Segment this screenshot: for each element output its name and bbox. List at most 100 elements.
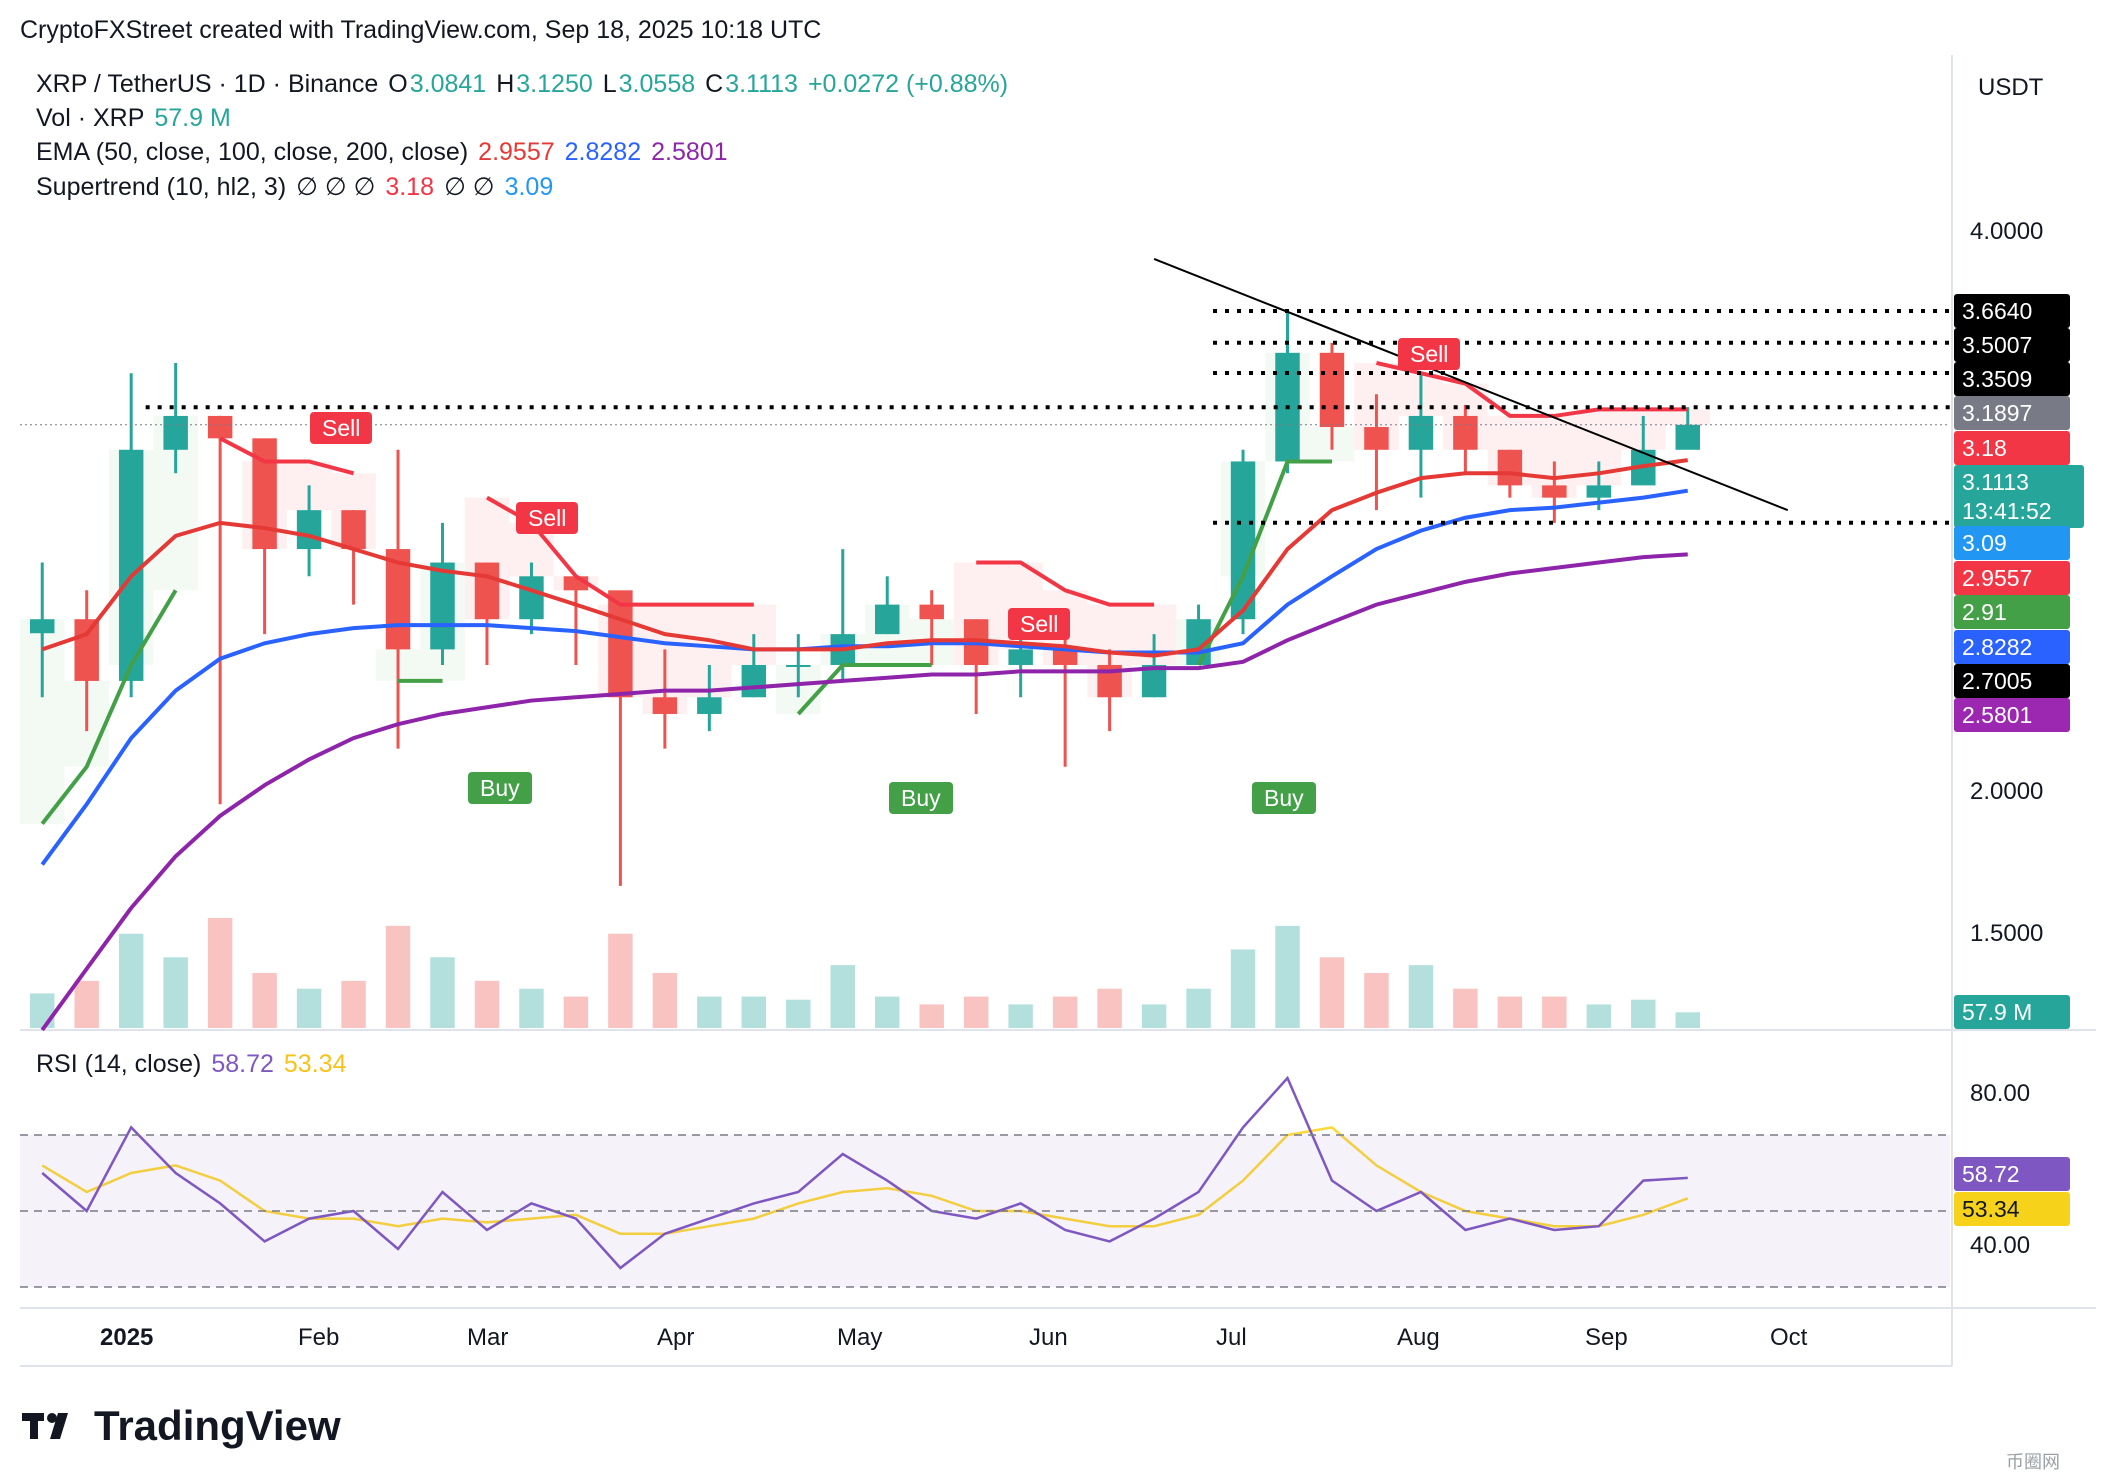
price-tag: 2.7005 <box>1954 664 2070 698</box>
legend-vol-value: 57.9 M <box>154 104 231 132</box>
volume-bar <box>786 999 811 1028</box>
rsi-pane <box>20 1134 1950 1288</box>
legend-symbol: XRP / TetherUS · 1D · Binance <box>36 70 379 98</box>
price-tag: 2.5801 <box>1954 698 2070 732</box>
candle-body <box>74 619 99 681</box>
candle-body <box>1319 352 1345 428</box>
volume-bar <box>252 973 277 1028</box>
volume-bar <box>741 996 767 1028</box>
rsi-axis-label: 80.00 <box>1970 1080 2031 1107</box>
legend-open: 3.0841 <box>409 70 487 98</box>
buy-signal: Buy <box>889 782 953 814</box>
price-tag: 2.91 <box>1954 595 2070 629</box>
legend-rsi-label: RSI (14, close) <box>36 1050 202 1078</box>
price-tag: 3.09 <box>1954 526 2070 560</box>
indicator-lines <box>40 360 1689 1270</box>
volume-bar <box>1275 925 1300 1028</box>
rsi-line <box>41 1075 1688 1270</box>
volume-bar <box>1364 973 1389 1028</box>
tradingview-logo-text: TradingView <box>94 1402 341 1449</box>
ema200-line <box>40 552 1688 1032</box>
supertrend-bear-line <box>1375 360 1688 418</box>
price-tag-volume: 57.9 M <box>1954 995 2070 1029</box>
legend-ema200: 2.5801 <box>651 138 728 166</box>
supertrend-bull-line <box>1196 459 1332 666</box>
legend-ema: EMA (50, close, 100, close, 200, close) 2… <box>36 138 738 167</box>
candle-body <box>163 415 188 450</box>
price-tag: 3.18 <box>1954 431 2070 465</box>
buy-signal: Buy <box>468 772 532 804</box>
legend-l-label: L <box>602 70 617 98</box>
price-tag-last: 3.1113 <box>1954 465 2084 499</box>
supertrend-bear-line <box>219 436 355 476</box>
sell-signal: Sell <box>516 502 579 534</box>
volume-bar <box>1542 996 1567 1028</box>
volume-bar <box>652 973 678 1028</box>
volume-bars <box>30 918 1700 1028</box>
price-axis-label: 4.0000 <box>1970 218 2044 245</box>
volume-bar <box>697 996 722 1028</box>
volume-bar <box>1497 996 1523 1028</box>
price-axis-label: 2.0000 <box>1970 778 2044 805</box>
supertrend-bull-line <box>796 662 932 716</box>
time-axis-label: Feb <box>298 1324 340 1351</box>
supertrend-bear-line <box>976 560 1155 607</box>
legend-vol-label: Vol · XRP <box>36 104 145 132</box>
volume-bar <box>341 980 366 1028</box>
volume-bar <box>1097 988 1122 1028</box>
price-axis-unit[interactable]: USDT <box>1978 74 2044 101</box>
volume-bar <box>30 993 55 1028</box>
tradingview-logo[interactable]: TradingView <box>22 1402 341 1450</box>
volume-bar <box>163 957 188 1028</box>
candle-body <box>919 604 944 620</box>
sell-signal: Sell <box>310 412 373 444</box>
candle-body <box>786 664 811 667</box>
sell-signal: Sell <box>1008 608 1071 640</box>
volume-bar <box>296 988 322 1028</box>
legend-h-label: H <box>496 70 515 98</box>
price-tag: 3.3509 <box>1954 362 2070 396</box>
price-axis-label: 1.5000 <box>1970 920 2044 947</box>
volume-bar <box>430 957 455 1028</box>
volume-bar <box>830 965 855 1028</box>
legend-ema-label: EMA (50, close, 100, close, 200, close) <box>36 138 469 166</box>
time-axis-label: Oct <box>1770 1324 1808 1351</box>
legend-ema100: 2.8282 <box>564 138 642 166</box>
volume-bar <box>608 933 633 1028</box>
time-axis-label: Jul <box>1216 1324 1247 1351</box>
supertrend-bull-line <box>40 589 178 825</box>
candle-body <box>875 604 900 635</box>
candle-body <box>30 619 55 634</box>
candle-body <box>519 576 544 620</box>
legend-st-label: Supertrend (10, hl2, 3) <box>36 173 287 201</box>
legend-ema50: 2.9557 <box>478 138 555 166</box>
chart-caption: CryptoFXStreet created with TradingView.… <box>20 16 822 44</box>
candle-body <box>1364 427 1389 450</box>
candle-body <box>652 697 678 714</box>
volume-bar <box>1631 999 1656 1028</box>
price-tag-rsi: 58.72 <box>1954 1157 2070 1191</box>
site-watermark: 币圈网 <box>2006 1452 2060 1472</box>
volume-bar <box>919 1004 944 1028</box>
legend-st-down: 3.09 <box>504 173 554 201</box>
candle-body <box>1408 415 1434 450</box>
price-tag: 2.8282 <box>1954 630 2070 664</box>
volume-bar <box>74 980 99 1028</box>
candle-body <box>430 562 455 650</box>
legend-o-label: O <box>388 70 408 98</box>
candle-body <box>207 415 233 439</box>
volume-bar <box>563 996 589 1028</box>
volume-bar <box>1052 996 1078 1028</box>
price-tag: 3.5007 <box>1954 328 2070 362</box>
volume-bar <box>118 933 144 1028</box>
descending-trendline <box>1153 257 1789 512</box>
time-axis-label: Apr <box>657 1324 695 1351</box>
price-tag-rsi-ma: 53.34 <box>1954 1192 2070 1226</box>
volume-bar <box>963 996 989 1028</box>
legend-low: 3.0558 <box>618 70 696 98</box>
volume-bar <box>1230 949 1256 1028</box>
price-tag: 3.6640 <box>1954 294 2070 328</box>
volume-bar <box>1319 957 1345 1028</box>
legend-supertrend: Supertrend (10, hl2, 3) ∅ ∅ ∅ 3.18 ∅ ∅ 3.09 <box>36 172 563 202</box>
